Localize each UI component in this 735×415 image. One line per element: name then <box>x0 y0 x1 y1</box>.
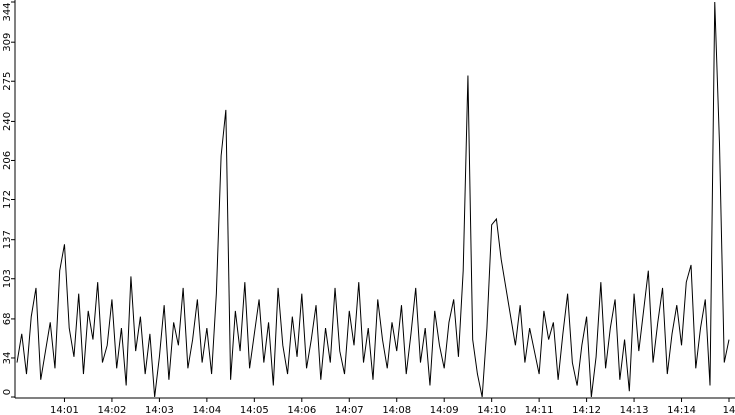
y-tick-label: 206 <box>2 151 13 170</box>
y-tick-label: 309 <box>2 33 13 52</box>
x-tick-label: 14:13 <box>620 405 649 415</box>
x-tick-label: 14:01 <box>50 405 79 415</box>
x-tick-label: 14:12 <box>572 405 601 415</box>
x-tick-label: 14:06 <box>287 405 316 415</box>
y-tick-label: 0 <box>2 389 13 395</box>
x-tick-label: 14:04 <box>192 405 221 415</box>
x-tick-label: 14:09 <box>430 405 459 415</box>
x-tick-label: 14:03 <box>145 405 174 415</box>
x-tick-label: 14:10 <box>477 405 506 415</box>
y-tick-label: 34 <box>2 352 13 365</box>
data-line <box>16 1 730 398</box>
x-tick-label: 14 <box>723 405 735 415</box>
x-tick-label: 14:08 <box>382 405 411 415</box>
y-tick-label: 275 <box>2 72 13 91</box>
x-tick-label: 14:02 <box>98 405 127 415</box>
x-tick-label: 14:14 <box>667 405 696 415</box>
y-tick-label: 172 <box>2 190 13 209</box>
y-tick-label: 344 <box>2 2 13 21</box>
y-tick-label: 137 <box>2 230 13 249</box>
y-tick-label: 240 <box>2 112 13 131</box>
x-tick-label: 14:11 <box>525 405 554 415</box>
x-tick-label: 14:07 <box>335 405 364 415</box>
x-tick-label: 14:05 <box>240 405 269 415</box>
y-tick-label: 68 <box>2 313 13 326</box>
y-tick-label: 103 <box>2 269 13 288</box>
